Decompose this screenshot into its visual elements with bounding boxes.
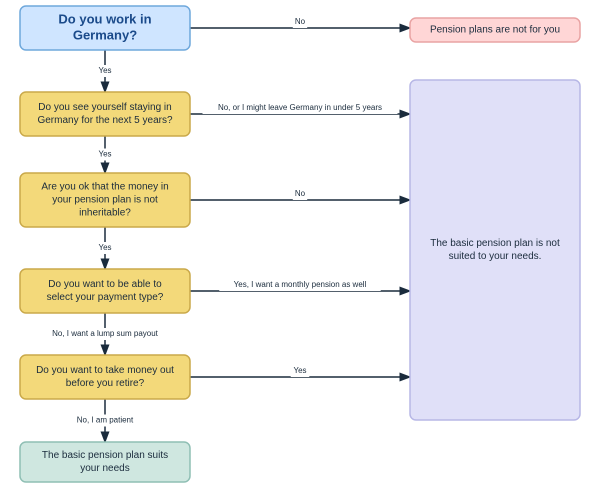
- node-text: before you retire?: [66, 378, 145, 389]
- edge-label: No: [295, 189, 306, 198]
- node-text: Germany for the next 5 years?: [37, 115, 173, 126]
- node-q_payment: Do you want to be able to select your pay…: [20, 269, 190, 313]
- node-q_inherit: Are you ok that the money in your pension…: [20, 173, 190, 227]
- node-q_stay: Do you see yourself staying in Germany fo…: [20, 92, 190, 136]
- node-text: your needs: [80, 463, 129, 474]
- node-text: The basic pension plan suits: [42, 450, 168, 461]
- node-text: The basic pension plan is not: [430, 238, 560, 249]
- node-text: Do you see yourself staying in: [38, 102, 171, 113]
- node-box: [20, 92, 190, 136]
- edge-label: No, I want a lump sum payout: [52, 329, 159, 338]
- edge-label: Yes: [98, 66, 111, 75]
- node-text: Pension plans are not for you: [430, 25, 560, 36]
- node-text: Do you want to be able to: [48, 279, 162, 290]
- edge-label: Yes: [98, 150, 111, 159]
- node-r_suits: The basic pension plan suits your needs: [20, 442, 190, 482]
- node-text: Germany?: [73, 27, 137, 42]
- node-r_notsuit: The basic pension plan is not suited to y…: [410, 80, 580, 420]
- edge-label: No, I am patient: [77, 416, 134, 425]
- node-box: [20, 442, 190, 482]
- node-q_withdraw: Do you want to take money out before you …: [20, 355, 190, 399]
- edge-label: Yes: [98, 243, 111, 252]
- node-box: [20, 269, 190, 313]
- node-text: Do you work in: [58, 11, 151, 26]
- node-box: [410, 80, 580, 420]
- node-text: your pension plan is not: [52, 195, 158, 206]
- node-q_work: Do you work inGermany?: [20, 6, 190, 50]
- node-text: suited to your needs.: [449, 251, 542, 262]
- node-text: Are you ok that the money in: [41, 182, 168, 193]
- edge-label: No: [295, 17, 306, 26]
- edge-label: Yes: [293, 366, 306, 375]
- node-text: Do you want to take money out: [36, 365, 174, 376]
- edge-label: Yes, I want a monthly pension as well: [234, 280, 367, 289]
- node-text: select your payment type?: [47, 292, 164, 303]
- edge-label: No, or I might leave Germany in under 5 …: [218, 103, 382, 112]
- flowchart: Yes Yes Yes No, I want a lump sum payout No,…: [0, 0, 597, 500]
- node-r_notyou: Pension plans are not for you: [410, 18, 580, 42]
- node-box: [20, 355, 190, 399]
- node-text: inheritable?: [79, 208, 131, 219]
